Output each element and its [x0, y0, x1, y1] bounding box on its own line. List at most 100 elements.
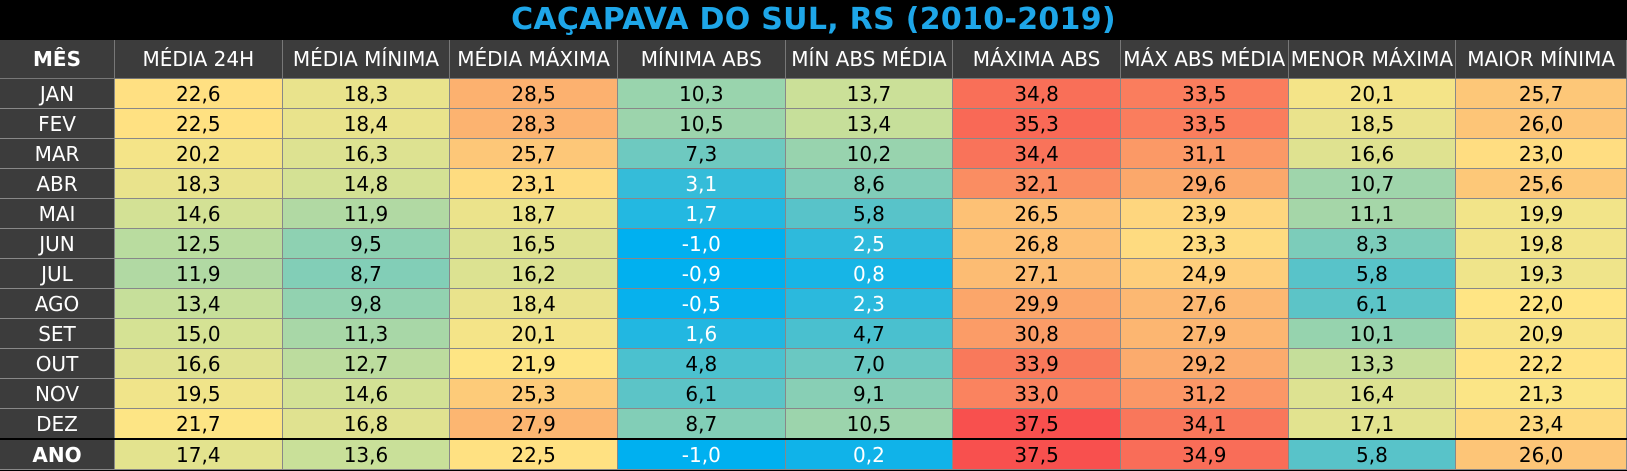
- cell-abr-max-abs-media: 29,6: [1120, 168, 1289, 199]
- row-label-dez: DEZ: [0, 408, 115, 440]
- row-label-ago: AGO: [0, 288, 115, 319]
- cell-ago-maxima-abs: 29,9: [952, 288, 1121, 319]
- cell-jun-maxima-abs: 26,8: [952, 228, 1121, 259]
- cell-mar-media-maxima: 25,7: [449, 138, 618, 169]
- cell-mar-maxima-abs: 34,4: [952, 138, 1121, 169]
- table-row: JUN 12,5 9,5 16,5 -1,0 2,5 26,8 23,3 8,3 19,8: [0, 228, 1627, 259]
- cell-nov-minima-abs: 6,1: [617, 378, 786, 409]
- cell-nov-max-abs-media: 31,2: [1120, 378, 1289, 409]
- cell-abr-menor-maxima: 10,7: [1288, 168, 1457, 199]
- cell-out-maxima-abs: 33,9: [952, 348, 1121, 379]
- table-row: MAR 20,2 16,3 25,7 7,3 10,2 34,4 31,1 16,6 23,0: [0, 138, 1627, 169]
- cell-jun-media-maxima: 16,5: [449, 228, 618, 259]
- cell-dez-maior-minima: 23,4: [1455, 408, 1627, 440]
- column-header-maior-minima: MAIOR MÍNIMA: [1455, 40, 1627, 79]
- cell-ano-media-minima: 13,6: [282, 438, 451, 470]
- cell-dez-max-abs-media: 34,1: [1120, 408, 1289, 440]
- cell-nov-min-abs-media: 9,1: [785, 378, 954, 409]
- cell-jun-maior-minima: 19,8: [1455, 228, 1627, 259]
- row-label-jan: JAN: [0, 78, 115, 109]
- row-label-jun: JUN: [0, 228, 115, 259]
- row-label-nov: NOV: [0, 378, 115, 409]
- cell-set-minima-abs: 1,6: [617, 318, 786, 349]
- table-row: AGO 13,4 9,8 18,4 -0,5 2,3 29,9 27,6 6,1 22,0: [0, 288, 1627, 319]
- row-label-abr: ABR: [0, 168, 115, 199]
- cell-dez-minima-abs: 8,7: [617, 408, 786, 440]
- table-row: JAN 22,6 18,3 28,5 10,3 13,7 34,8 33,5 20,1 25,7: [0, 78, 1627, 109]
- cell-nov-maior-minima: 21,3: [1455, 378, 1627, 409]
- total-row: ANO 17,4 13,6 22,5 -1,0 0,2 37,5 34,9 5,8 26,0: [0, 438, 1627, 470]
- cell-jul-maxima-abs: 27,1: [952, 258, 1121, 289]
- cell-out-media-maxima: 21,9: [449, 348, 618, 379]
- cell-set-maior-minima: 20,9: [1455, 318, 1627, 349]
- cell-out-min-abs-media: 7,0: [785, 348, 954, 379]
- cell-jul-media-24h: 11,9: [114, 258, 283, 289]
- cell-jan-media-maxima: 28,5: [449, 78, 618, 109]
- cell-set-maxima-abs: 30,8: [952, 318, 1121, 349]
- cell-mai-menor-maxima: 11,1: [1288, 198, 1457, 229]
- cell-jan-media-minima: 18,3: [282, 78, 451, 109]
- column-header-menor-maxima: MENOR MÁXIMA: [1288, 40, 1457, 79]
- cell-jan-media-24h: 22,6: [114, 78, 283, 109]
- cell-mai-media-24h: 14,6: [114, 198, 283, 229]
- row-label-set: SET: [0, 318, 115, 349]
- cell-ano-minima-abs: -1,0: [617, 438, 786, 470]
- cell-ago-max-abs-media: 27,6: [1120, 288, 1289, 319]
- cell-nov-media-maxima: 25,3: [449, 378, 618, 409]
- cell-dez-min-abs-media: 10,5: [785, 408, 954, 440]
- row-label-fev: FEV: [0, 108, 115, 139]
- cell-jul-menor-maxima: 5,8: [1288, 258, 1457, 289]
- cell-out-minima-abs: 4,8: [617, 348, 786, 379]
- table-row: JUL 11,9 8,7 16,2 -0,9 0,8 27,1 24,9 5,8 19,3: [0, 258, 1627, 289]
- cell-out-max-abs-media: 29,2: [1120, 348, 1289, 379]
- row-label-out: OUT: [0, 348, 115, 379]
- cell-mai-media-maxima: 18,7: [449, 198, 618, 229]
- cell-jan-maxima-abs: 34,8: [952, 78, 1121, 109]
- cell-nov-menor-maxima: 16,4: [1288, 378, 1457, 409]
- cell-abr-media-24h: 18,3: [114, 168, 283, 199]
- cell-abr-min-abs-media: 8,6: [785, 168, 954, 199]
- column-header-min-abs-media: MÍN ABS MÉDIA: [785, 40, 954, 79]
- cell-mai-media-minima: 11,9: [282, 198, 451, 229]
- cell-mar-maior-minima: 23,0: [1455, 138, 1627, 169]
- cell-fev-menor-maxima: 18,5: [1288, 108, 1457, 139]
- cell-jul-media-maxima: 16,2: [449, 258, 618, 289]
- cell-mai-minima-abs: 1,7: [617, 198, 786, 229]
- cell-mai-maior-minima: 19,9: [1455, 198, 1627, 229]
- cell-jan-min-abs-media: 13,7: [785, 78, 954, 109]
- cell-dez-media-minima: 16,8: [282, 408, 451, 440]
- cell-set-media-24h: 15,0: [114, 318, 283, 349]
- column-header-month: MÊS: [0, 40, 115, 79]
- cell-ago-menor-maxima: 6,1: [1288, 288, 1457, 319]
- cell-dez-media-maxima: 27,9: [449, 408, 618, 440]
- cell-ano-menor-maxima: 5,8: [1288, 438, 1457, 470]
- cell-dez-menor-maxima: 17,1: [1288, 408, 1457, 440]
- cell-mar-minima-abs: 7,3: [617, 138, 786, 169]
- cell-ano-min-abs-media: 0,2: [785, 438, 954, 470]
- cell-ago-min-abs-media: 2,3: [785, 288, 954, 319]
- column-header-maxima-abs: MÁXIMA ABS: [952, 40, 1121, 79]
- cell-jul-media-minima: 8,7: [282, 258, 451, 289]
- cell-fev-min-abs-media: 13,4: [785, 108, 954, 139]
- cell-jul-minima-abs: -0,9: [617, 258, 786, 289]
- cell-mai-max-abs-media: 23,9: [1120, 198, 1289, 229]
- cell-set-max-abs-media: 27,9: [1120, 318, 1289, 349]
- table-row: OUT 16,6 12,7 21,9 4,8 7,0 33,9 29,2 13,3 22,2: [0, 348, 1627, 379]
- cell-out-maior-minima: 22,2: [1455, 348, 1627, 379]
- cell-fev-minima-abs: 10,5: [617, 108, 786, 139]
- cell-jul-max-abs-media: 24,9: [1120, 258, 1289, 289]
- cell-fev-maior-minima: 26,0: [1455, 108, 1627, 139]
- cell-ano-media-maxima: 22,5: [449, 438, 618, 470]
- cell-out-menor-maxima: 13,3: [1288, 348, 1457, 379]
- cell-jun-media-24h: 12,5: [114, 228, 283, 259]
- climate-table: MÊS MÉDIA 24H MÉDIA MÍNIMA MÉDIA MÁXIMA MÍN…: [0, 40, 1627, 470]
- cell-fev-media-24h: 22,5: [114, 108, 283, 139]
- chart-title: CAÇAPAVA DO SUL, RS (2010-2019): [511, 2, 1116, 37]
- cell-fev-maxima-abs: 35,3: [952, 108, 1121, 139]
- cell-out-media-minima: 12,7: [282, 348, 451, 379]
- table-row: ABR 18,3 14,8 23,1 3,1 8,6 32,1 29,6 10,7 25,6: [0, 168, 1627, 199]
- cell-jun-max-abs-media: 23,3: [1120, 228, 1289, 259]
- cell-ago-media-maxima: 18,4: [449, 288, 618, 319]
- cell-jan-maior-minima: 25,7: [1455, 78, 1627, 109]
- cell-fev-max-abs-media: 33,5: [1120, 108, 1289, 139]
